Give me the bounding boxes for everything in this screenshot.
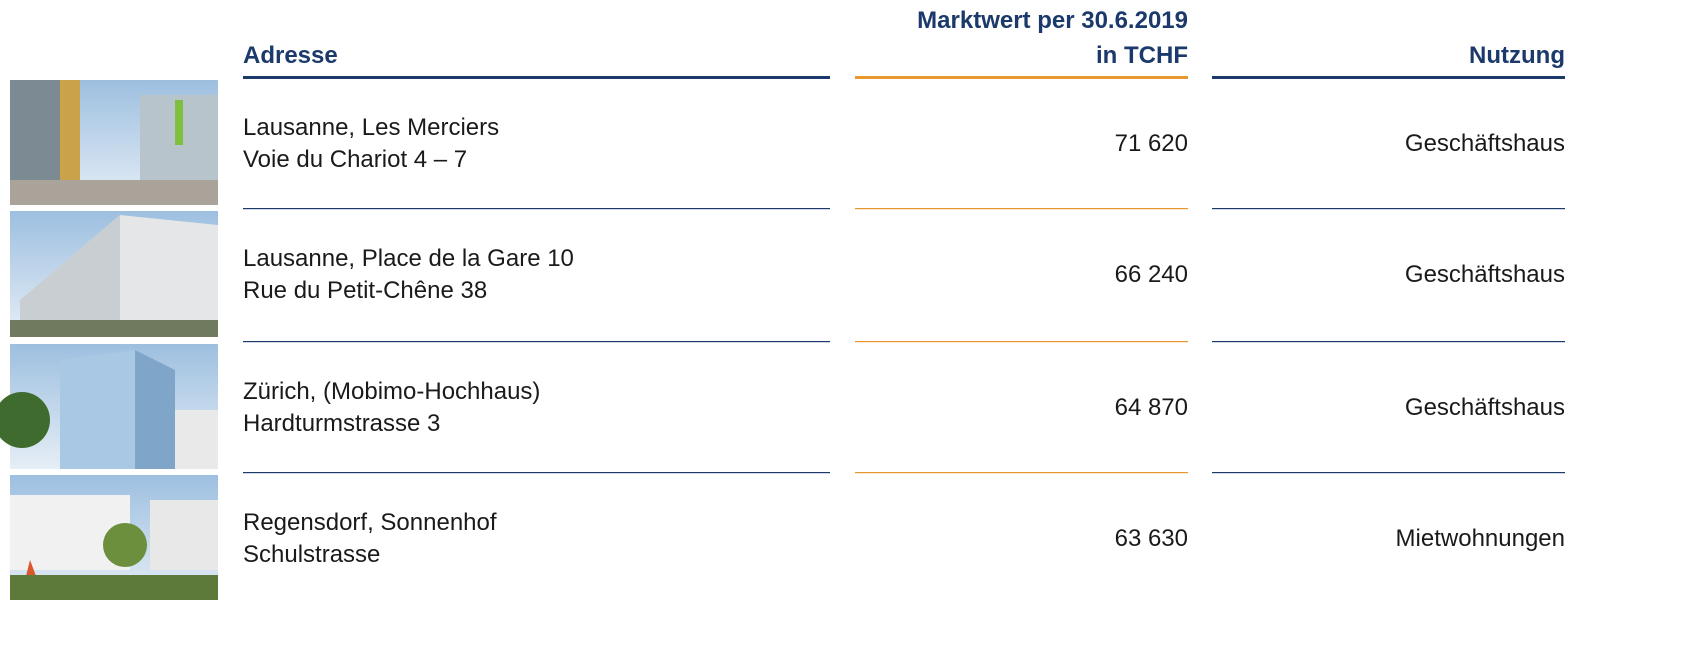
header-value: Marktwert per 30.6.2019 [917, 7, 1188, 34]
row-rule [243, 472, 830, 474]
address: Voie du Chariot 4 – 7 [243, 146, 467, 173]
header-usage: Nutzung [1469, 42, 1565, 69]
market-value: 63 630 [1115, 525, 1188, 552]
photo [10, 80, 218, 205]
address: Lausanne, Les Merciers [243, 114, 499, 141]
usage: Geschäftshaus [1405, 261, 1565, 288]
address: Lausanne, Place de la Gare 10 [243, 245, 574, 272]
address: Zürich, (Mobimo-Hochhaus) [243, 378, 540, 405]
market-value: 66 240 [1115, 261, 1188, 288]
row-rule [855, 208, 1188, 210]
header-value: in TCHF [1096, 42, 1188, 69]
market-value: 71 620 [1115, 130, 1188, 157]
row-rule [855, 472, 1188, 474]
header-rule [855, 76, 1188, 79]
usage: Geschäftshaus [1405, 130, 1565, 157]
row-rule [243, 341, 830, 343]
market-value: 64 870 [1115, 394, 1188, 421]
usage: Mietwohnungen [1396, 525, 1565, 552]
address: Rue du Petit-Chêne 38 [243, 277, 487, 304]
photo [10, 211, 218, 337]
header-rule [243, 76, 830, 79]
address: Regensdorf, Sonnenhof [243, 509, 497, 536]
usage: Geschäftshaus [1405, 394, 1565, 421]
row-rule [1212, 208, 1565, 210]
photo [0, 344, 218, 469]
photo [10, 475, 218, 600]
header-rule [1212, 76, 1565, 79]
row-rule [855, 341, 1188, 343]
row-rule [1212, 472, 1565, 474]
address: Hardturmstrasse 3 [243, 410, 440, 437]
row-rule [1212, 341, 1565, 343]
header-address: Adresse [243, 42, 338, 69]
row-rule [243, 208, 830, 210]
address: Schulstrasse [243, 541, 380, 568]
